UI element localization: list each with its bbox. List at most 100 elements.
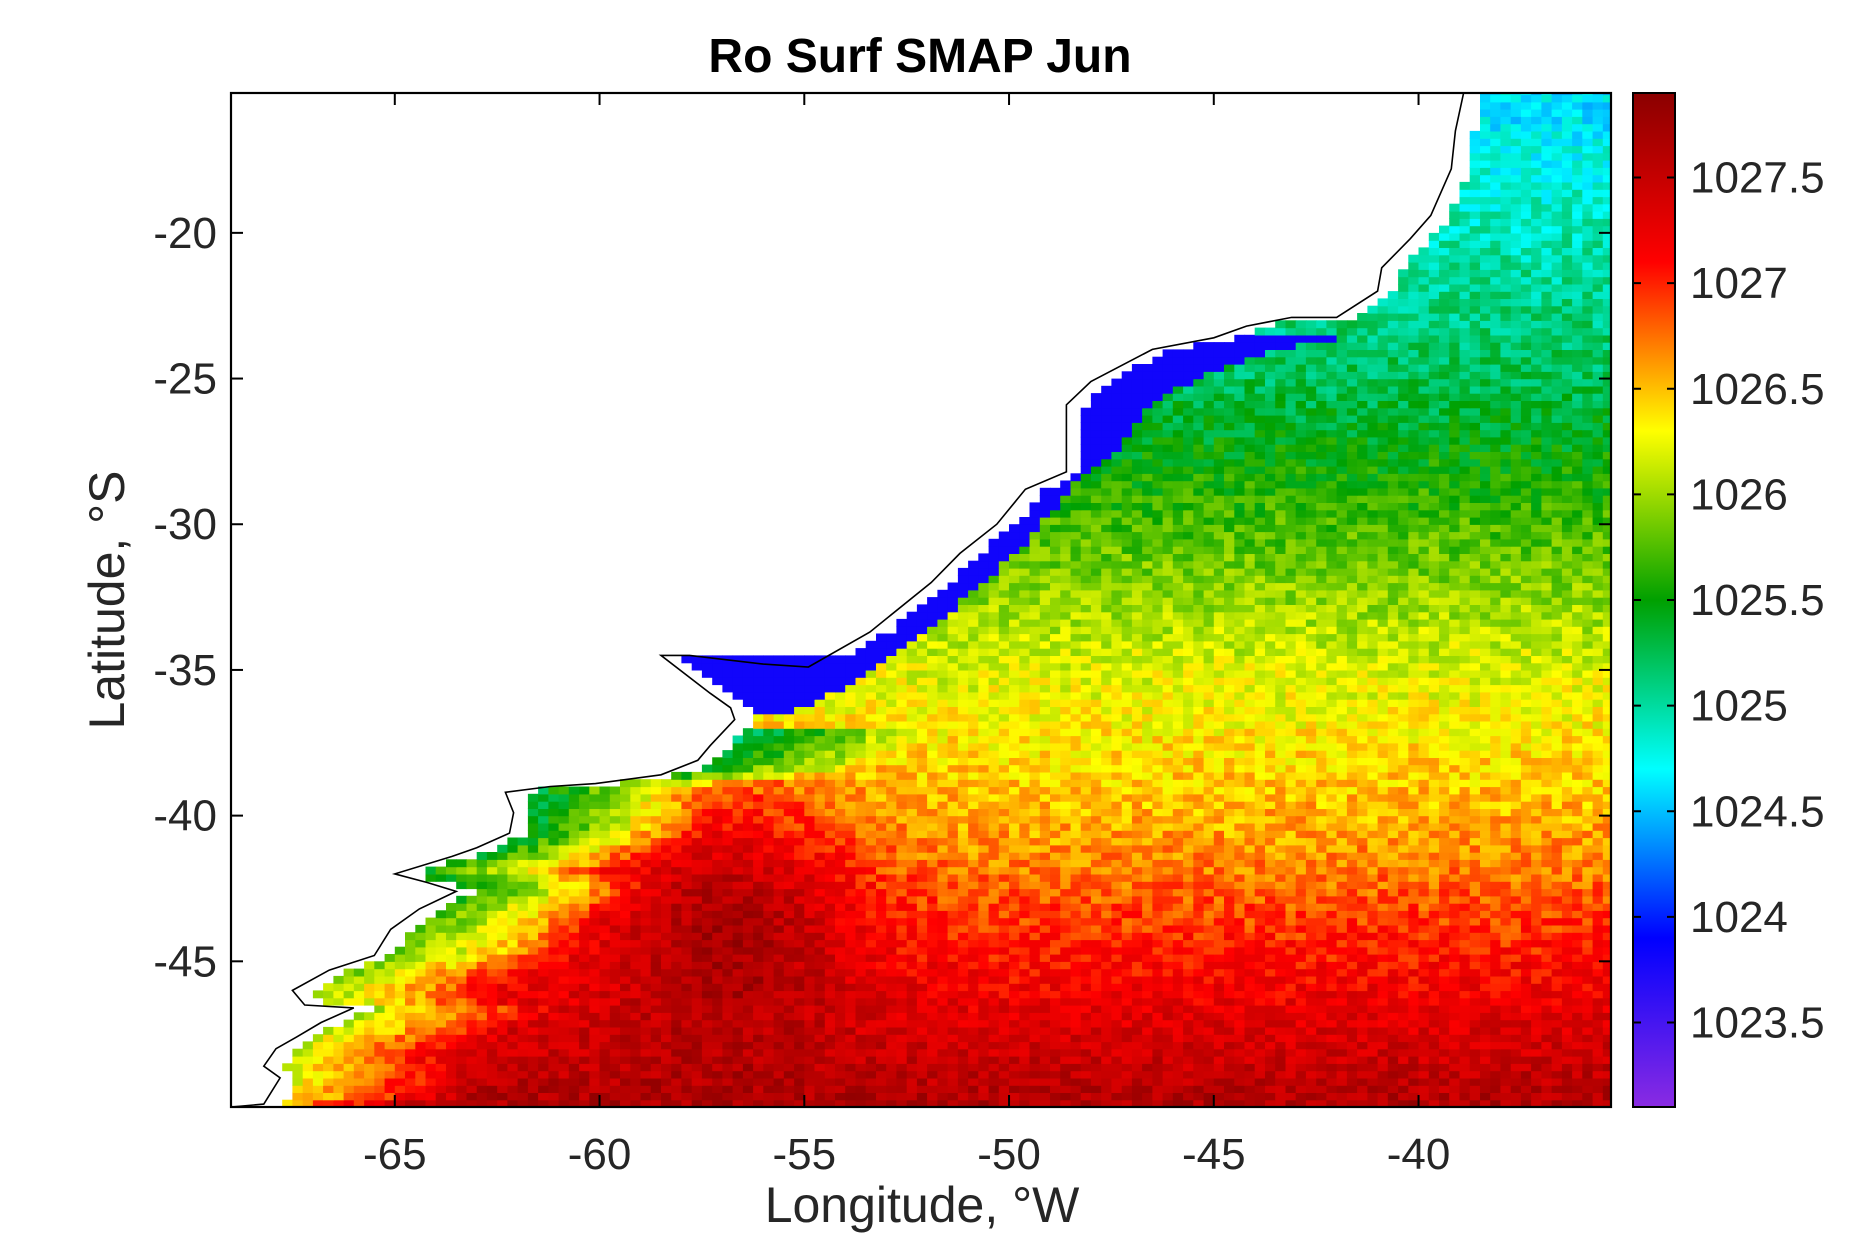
heatmap-cell (845, 822, 856, 831)
heatmap-cell (701, 888, 713, 897)
heatmap-cell (947, 990, 959, 999)
heatmap-cell (497, 881, 508, 890)
heatmap-cell (742, 1005, 754, 1013)
heatmap-cell (568, 1041, 580, 1050)
heatmap-cell (374, 1099, 386, 1107)
heatmap-cell (1551, 997, 1563, 1006)
heatmap-cell (753, 939, 764, 948)
heatmap-cell (650, 866, 662, 875)
heatmap-cell (1582, 961, 1594, 970)
heatmap-cell (1520, 852, 1532, 860)
heatmap-cell (1101, 1019, 1112, 1028)
heatmap-cell (691, 895, 703, 904)
heatmap-cell (456, 932, 467, 941)
heatmap-cell (1060, 844, 1071, 853)
heatmap-cell (364, 1012, 375, 1021)
heatmap-cell (435, 1085, 447, 1093)
heatmap-cell (814, 1085, 826, 1093)
heatmap-cell (1224, 1085, 1235, 1093)
heatmap-cell (1326, 975, 1338, 984)
heatmap-cell (589, 852, 601, 860)
heatmap-cell (1295, 1019, 1307, 1028)
heatmap-cell (517, 837, 529, 846)
heatmap-cell (947, 1099, 959, 1107)
heatmap-cell (548, 939, 560, 948)
heatmap-cell (1193, 975, 1205, 984)
heatmap-cell (906, 924, 918, 933)
heatmap-cell (630, 830, 642, 839)
heatmap-cell (630, 859, 642, 868)
heatmap-cell (742, 815, 754, 824)
heatmap-cell (1029, 1005, 1041, 1013)
heatmap-cell (1459, 1077, 1471, 1086)
heatmap-cell (814, 990, 826, 999)
heatmap-cell (712, 815, 723, 824)
heatmap-cell (947, 1041, 959, 1050)
heatmap-cell (620, 961, 631, 970)
heatmap-cell (415, 946, 427, 955)
heatmap-cell (1029, 1070, 1041, 1079)
heatmap-cell (1387, 903, 1399, 911)
heatmap-cell (978, 910, 990, 919)
heatmap-cell (1582, 1041, 1594, 1050)
heatmap-cell (579, 910, 590, 919)
heatmap-cell (609, 983, 621, 992)
heatmap-cell (1510, 1012, 1522, 1021)
heatmap-cell (1162, 881, 1174, 890)
heatmap-cell (1090, 939, 1102, 948)
heatmap-cell (1275, 873, 1286, 882)
heatmap-cell (1050, 932, 1061, 941)
heatmap-cell (1305, 910, 1317, 919)
heatmap-cell (1131, 859, 1143, 868)
heatmap-cell (497, 1077, 508, 1086)
heatmap-cell (906, 1077, 918, 1086)
heatmap-cell (1428, 822, 1440, 831)
heatmap-cell (364, 1019, 375, 1028)
heatmap-cell (937, 954, 949, 962)
heatmap-cell (486, 1077, 498, 1086)
heatmap-cell (1203, 801, 1215, 809)
heatmap-cell (1162, 1034, 1174, 1043)
heatmap-cell (957, 968, 969, 977)
heatmap-cell (640, 1005, 652, 1013)
heatmap-cell (1070, 954, 1082, 962)
heatmap-cell (1224, 815, 1235, 824)
heatmap-cell (1367, 881, 1379, 890)
heatmap-cell (558, 866, 570, 875)
heatmap-cell (998, 888, 1010, 897)
heatmap-cell (1193, 932, 1205, 941)
heatmap-cell (558, 859, 570, 868)
heatmap-cell (1080, 954, 1092, 962)
heatmap-cell (497, 903, 508, 911)
heatmap-cell (1295, 1026, 1307, 1035)
heatmap-cell (333, 1085, 345, 1093)
heatmap-cell (548, 808, 560, 817)
heatmap-cell (1439, 881, 1450, 890)
heatmap-cell (671, 910, 682, 919)
heatmap-cell (384, 1034, 396, 1043)
heatmap-cell (1387, 1077, 1399, 1086)
heatmap-cell (1234, 917, 1246, 926)
heatmap-cell (1285, 968, 1297, 977)
heatmap-cell (599, 873, 611, 882)
heatmap-cell (824, 997, 836, 1006)
heatmap-cell (486, 997, 498, 1006)
heatmap-cell (671, 808, 682, 817)
heatmap-cell (855, 1034, 867, 1043)
heatmap-cell (1019, 946, 1031, 955)
heatmap-cell (1019, 1048, 1031, 1057)
heatmap-cell (1346, 1041, 1358, 1050)
heatmap-cell (937, 975, 949, 984)
heatmap-cell (1449, 1048, 1460, 1057)
heatmap-cell (906, 917, 918, 926)
heatmap-cell (1234, 932, 1246, 941)
heatmap-cell (1193, 1012, 1205, 1021)
heatmap-cell (1121, 881, 1133, 890)
heatmap-cell (661, 1092, 672, 1101)
heatmap-cell (1469, 859, 1481, 868)
heatmap-cell (1295, 968, 1307, 977)
heatmap-cell (1387, 932, 1399, 941)
heatmap-cell (1449, 946, 1460, 955)
heatmap-cell (1183, 1085, 1194, 1093)
heatmap-cell (896, 822, 908, 831)
